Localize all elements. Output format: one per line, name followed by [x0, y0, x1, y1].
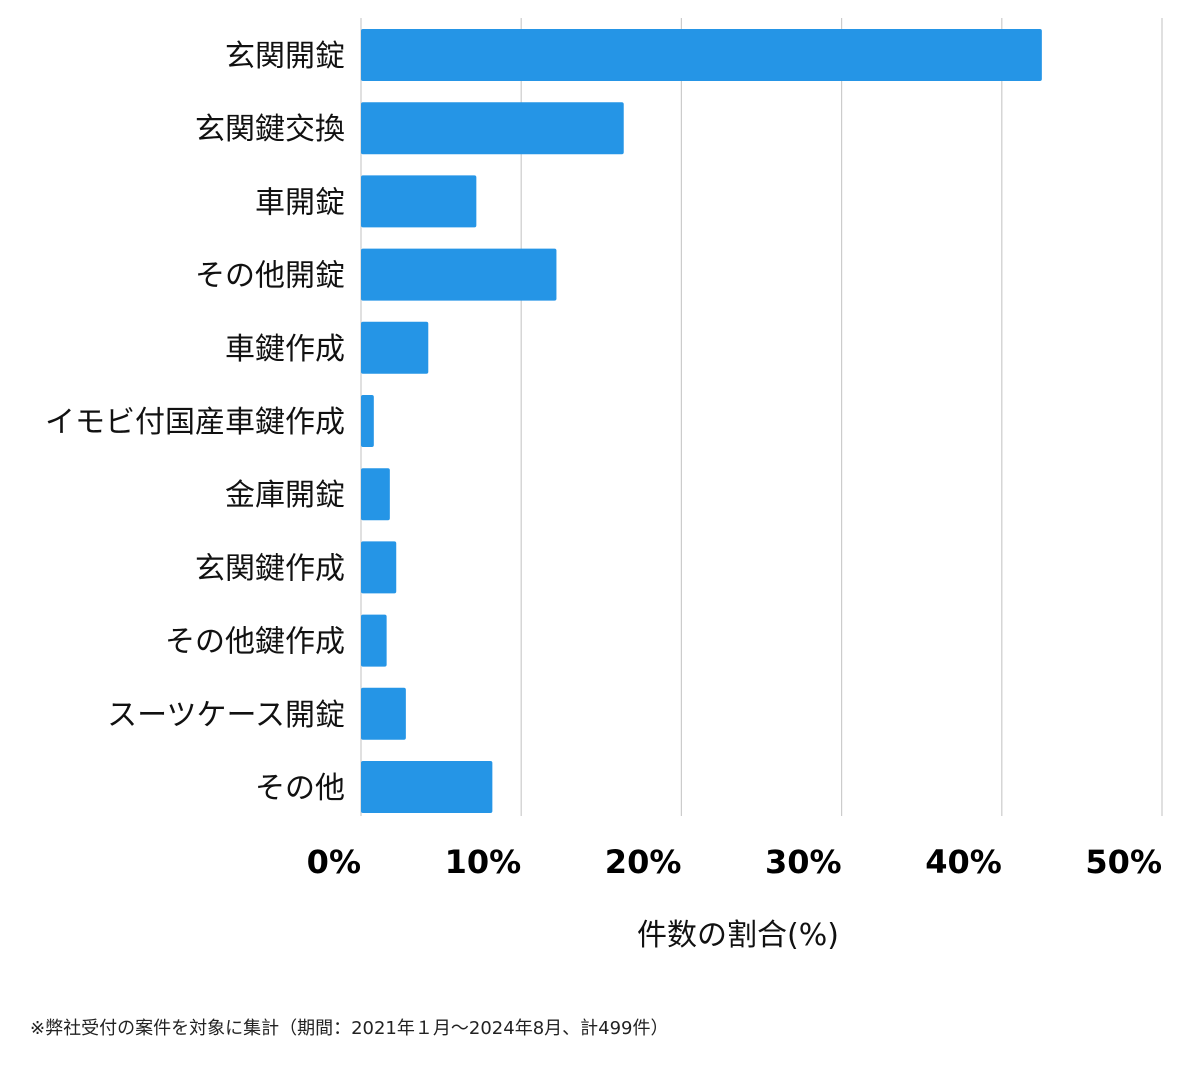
- category-label: 金庫開錠: [225, 478, 345, 513]
- bar: [361, 175, 477, 228]
- category-label: その他: [255, 771, 345, 806]
- x-tick-label: 0%: [307, 843, 361, 881]
- category-label: スーツケース開錠: [107, 698, 345, 733]
- x-tick-label: 10%: [445, 843, 522, 881]
- bar: [361, 29, 1042, 81]
- bar: [361, 761, 493, 813]
- bar-chart: 玄関開錠玄関鍵交換車開錠その他開錠車鍵作成イモビ付国産車鍵作成金庫開錠玄関鍵作成…: [45, 18, 1163, 953]
- bar: [361, 321, 429, 374]
- category-label: 玄関鍵交換: [195, 112, 345, 147]
- bar: [361, 468, 390, 521]
- x-tick-labels: 0% 10% 20% 30% 40% 50%: [307, 843, 1162, 881]
- category-label: 玄関開錠: [225, 39, 345, 74]
- bar: [361, 541, 397, 594]
- x-tick-label: 40%: [925, 843, 1002, 881]
- category-label: 車鍵作成: [225, 332, 345, 367]
- bar: [361, 614, 387, 667]
- footnote: ※弊社受付の案件を対象に集計（期間：2021年１月〜2024年8月、計499件）: [30, 1018, 669, 1039]
- x-tick-label: 50%: [1085, 843, 1162, 881]
- bar: [361, 395, 374, 447]
- bar: [361, 102, 624, 155]
- category-label: その他鍵作成: [165, 625, 345, 660]
- bar: [361, 687, 406, 740]
- category-label: その他開錠: [195, 259, 345, 294]
- category-labels: 玄関開錠玄関鍵交換車開錠その他開錠車鍵作成イモビ付国産車鍵作成金庫開錠玄関鍵作成…: [45, 39, 345, 806]
- x-tick-label: 30%: [765, 843, 842, 881]
- category-label: 玄関鍵作成: [195, 551, 345, 586]
- x-tick-label: 20%: [605, 843, 682, 881]
- category-label: イモビ付国産車鍵作成: [45, 405, 345, 440]
- category-label: 車開錠: [255, 185, 345, 220]
- bar: [361, 248, 557, 301]
- bars: [361, 29, 1042, 813]
- x-axis-title: 件数の割合(%): [637, 918, 839, 953]
